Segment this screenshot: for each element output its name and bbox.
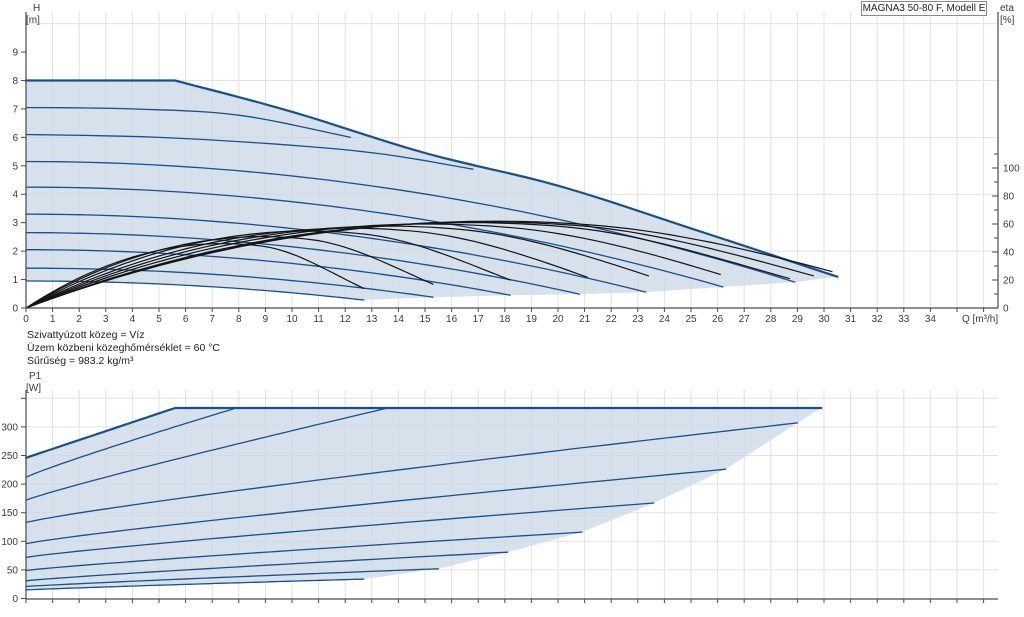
h-tick-label: 3 [12, 218, 18, 229]
power-curve [25, 422, 799, 524]
eta-axis-label: eta [1000, 3, 1014, 14]
q-tick-label: 25 [685, 314, 697, 325]
q-tick-label: 31 [845, 314, 857, 325]
eta-tick-label: 80 [1003, 192, 1015, 203]
p-tick-label: 200 [1, 480, 18, 491]
speed-curve [25, 267, 434, 298]
condition-medium: Szivattyúzott közeg = Víz [27, 329, 145, 341]
power-curve [25, 568, 439, 588]
h-tick-label: 7 [12, 104, 18, 115]
q-tick-label: 30 [818, 314, 830, 325]
q-tick-label: 3 [103, 314, 109, 325]
h-tick-label: 5 [12, 161, 18, 172]
q-tick-label: 20 [552, 314, 564, 325]
q-tick-label: 27 [739, 314, 751, 325]
h-tick-label: 2 [12, 247, 18, 258]
eta-tick-label: 100 [1003, 164, 1020, 175]
max-speed-curve [24, 79, 839, 278]
q-axis-label: Q [m³/h] [962, 314, 998, 325]
eta-tick-label: 0 [1003, 304, 1009, 315]
q-tick-label: 32 [872, 314, 884, 325]
q-tick-label: 1 [50, 314, 56, 325]
q-tick-label: 34 [925, 314, 937, 325]
q-tick-label: 19 [526, 314, 538, 325]
efficiency-curve [25, 230, 511, 309]
p-tick-label: 50 [7, 565, 19, 576]
q-tick-label: 26 [712, 314, 724, 325]
q-tick-label: 2 [76, 314, 82, 325]
q-tick-label: 0 [23, 314, 29, 325]
efficiency-curve [25, 223, 721, 309]
q-tick-label: 18 [499, 314, 511, 325]
h-tick-label: 9 [12, 48, 18, 59]
q-tick-label: 9 [263, 314, 269, 325]
q-tick-label: 16 [446, 314, 458, 325]
h-tick-label: 8 [12, 76, 18, 87]
q-tick-label: 21 [579, 314, 591, 325]
pump-model-title: MAGNA3 50-80 F, Modell E [861, 1, 987, 16]
q-tick-label: 24 [659, 314, 671, 325]
operating-conditions: Szivattyúzott közeg = Víz Üzem közbeni k… [27, 329, 220, 368]
q-tick-label: 23 [632, 314, 644, 325]
q-tick-label: 12 [340, 314, 352, 325]
q-tick-label: 7 [209, 314, 215, 325]
efficiency-curve [25, 227, 588, 309]
p-tick-label: 0 [12, 594, 18, 605]
p1-axis-unit: [W] [26, 383, 41, 394]
q-tick-label: 33 [898, 314, 910, 325]
h-tick-label: 4 [12, 190, 18, 201]
q-tick-label: 15 [419, 314, 431, 325]
efficiency-curve [25, 225, 649, 309]
q-tick-label: 4 [130, 314, 136, 325]
efficiency-curve [25, 243, 365, 309]
q-tick-label: 28 [765, 314, 777, 325]
q-tick-label: 17 [473, 314, 485, 325]
speed-curve [25, 186, 724, 288]
speed-curve [25, 280, 365, 301]
eta-tick-label: 20 [1003, 276, 1015, 287]
p1-axis-label: P1 [29, 371, 42, 382]
h-axis-unit: [m] [26, 15, 40, 26]
power-curve [25, 551, 509, 582]
speed-curve [25, 133, 474, 170]
power-curve [25, 578, 365, 591]
q-tick-label: 6 [183, 314, 189, 325]
power-curve [25, 468, 727, 545]
q-tick-label: 5 [156, 314, 162, 325]
p-tick-label: 100 [1, 537, 18, 548]
p-tick-label: 250 [1, 451, 18, 462]
eta-axis-unit: [%] [1000, 15, 1015, 26]
q-tick-label: 29 [792, 314, 804, 325]
eta-tick-label: 60 [1003, 220, 1015, 231]
h-tick-label: 6 [12, 133, 18, 144]
eta-tick-label: 40 [1003, 248, 1015, 259]
speed-curve [25, 249, 511, 296]
q-tick-label: 11 [313, 314, 324, 325]
p-tick-label: 150 [1, 508, 18, 519]
power-curve [25, 407, 793, 478]
condition-temperature: Üzem közbeni közeghőmérséklet = 60 °C [27, 342, 220, 354]
max-power-curve [24, 406, 823, 459]
power-curve [25, 531, 583, 572]
efficiency-curve [25, 236, 434, 309]
speed-curve [25, 106, 352, 139]
speed-curve [25, 213, 647, 293]
p-tick-label: 300 [1, 422, 18, 433]
q-tick-label: 10 [286, 314, 298, 325]
h-tick-label: 0 [12, 304, 18, 315]
q-tick-label: 14 [393, 314, 405, 325]
power-curve [25, 407, 767, 501]
h-axis-label: H [33, 3, 41, 14]
q-tick-label: 22 [606, 314, 618, 325]
q-tick-label: 8 [236, 314, 242, 325]
condition-density: Sűrűség = 983.2 kg/m³ [27, 355, 134, 367]
power-curve [25, 502, 655, 558]
h-tick-label: 1 [12, 275, 18, 286]
speed-curve [25, 160, 796, 283]
speed-curve [25, 231, 580, 295]
q-tick-label: 13 [366, 314, 378, 325]
